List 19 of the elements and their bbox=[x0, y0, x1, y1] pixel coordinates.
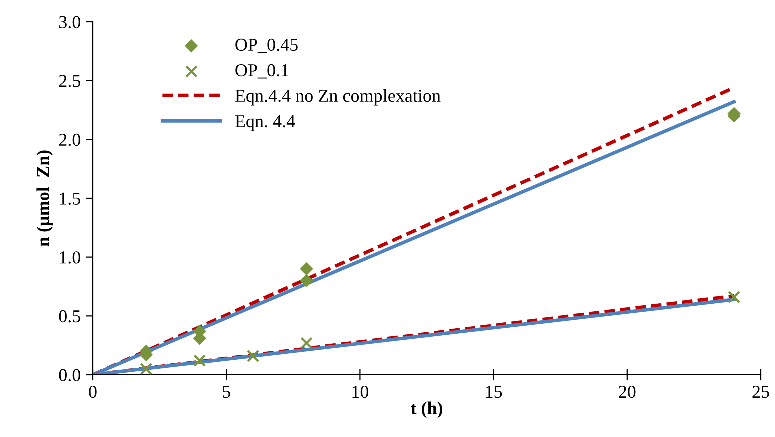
x-tick-label: 20 bbox=[619, 386, 636, 398]
x-tick-label: 10 bbox=[352, 386, 369, 398]
y-tick-label: 1.5 bbox=[60, 192, 80, 206]
legend-label: OP_0.45 bbox=[236, 38, 298, 54]
x-tick-label: 15 bbox=[486, 386, 502, 398]
y-tick-label: 2.5 bbox=[59, 75, 80, 88]
x-tick-label: 0 bbox=[89, 386, 97, 398]
x-tick-label: 25 bbox=[752, 386, 770, 398]
legend-label: Eqn. 4.4 bbox=[235, 116, 296, 132]
y-axis-title: n (µmol Zn) bbox=[36, 150, 54, 247]
y-tick-label: 2.0 bbox=[59, 134, 81, 146]
x-tick-label: 5 bbox=[223, 386, 230, 398]
y-tick-label: 0.0 bbox=[59, 369, 81, 382]
x-axis-title: t (h) bbox=[410, 402, 443, 418]
legend-label: OP_0.1 bbox=[236, 64, 289, 79]
legend-label: Eqn.4.4 no Zn complexation bbox=[235, 89, 441, 106]
y-tick-label: 0.5 bbox=[59, 310, 80, 323]
y-tick-label: 1.0 bbox=[60, 252, 81, 264]
y-tick-label: 3.0 bbox=[59, 16, 81, 29]
